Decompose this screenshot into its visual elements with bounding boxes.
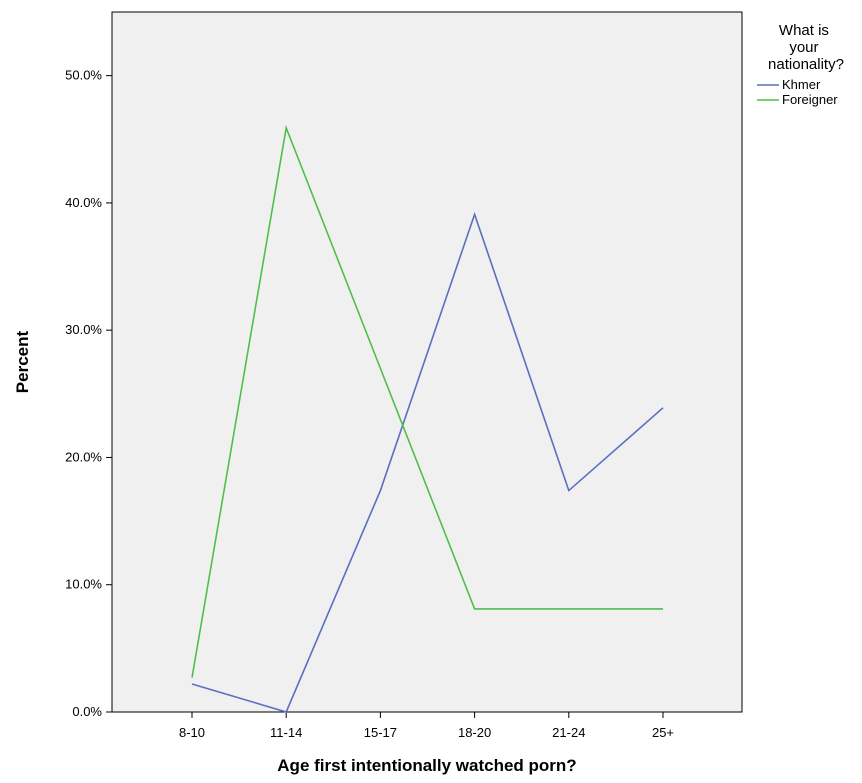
y-tick-label: 50.0% — [65, 68, 102, 83]
legend: What is your nationality? Khmer Foreigne… — [757, 22, 844, 107]
legend-label-foreigner: Foreigner — [782, 92, 838, 107]
legend-item-foreigner: Foreigner — [757, 92, 838, 107]
y-tick-label: 10.0% — [65, 577, 102, 592]
series-layer — [191, 124, 664, 713]
x-axis: 8-10 11-14 15-17 18-20 21-24 25+ — [179, 712, 674, 740]
x-tick-label: 25+ — [652, 725, 674, 740]
legend-title-line: What is — [779, 22, 829, 39]
y-tick-label: 30.0% — [65, 322, 102, 337]
x-tick-label: 11-14 — [270, 725, 302, 740]
series-line-khmer — [191, 211, 664, 713]
plot-area — [111, 11, 743, 713]
x-tick-label: 18-20 — [458, 725, 491, 740]
legend-title: What is your nationality? — [768, 22, 844, 73]
x-axis-title: Age first intentionally watched porn? — [277, 756, 576, 775]
legend-title-line: your — [789, 39, 818, 56]
legend-title-line: nationality? — [768, 56, 844, 73]
legend-label-khmer: Khmer — [782, 77, 821, 92]
y-tick-label: 40.0% — [65, 195, 102, 210]
y-tick-label: 0.0% — [72, 704, 102, 719]
legend-item-khmer: Khmer — [757, 77, 821, 92]
x-tick-label: 21-24 — [552, 725, 585, 740]
y-axis-title: Percent — [13, 330, 32, 393]
x-tick-label: 8-10 — [179, 725, 205, 740]
y-tick-label: 20.0% — [65, 449, 102, 464]
y-axis: 0.0% 10.0% 20.0% 30.0% 40.0% 50.0% — [65, 68, 112, 719]
x-tick-label: 15-17 — [364, 725, 397, 740]
series-line-foreigner — [191, 124, 663, 678]
